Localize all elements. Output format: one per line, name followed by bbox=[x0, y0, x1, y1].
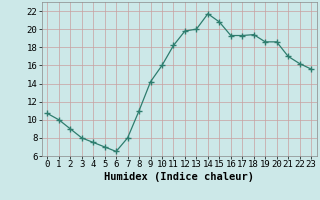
X-axis label: Humidex (Indice chaleur): Humidex (Indice chaleur) bbox=[104, 172, 254, 182]
